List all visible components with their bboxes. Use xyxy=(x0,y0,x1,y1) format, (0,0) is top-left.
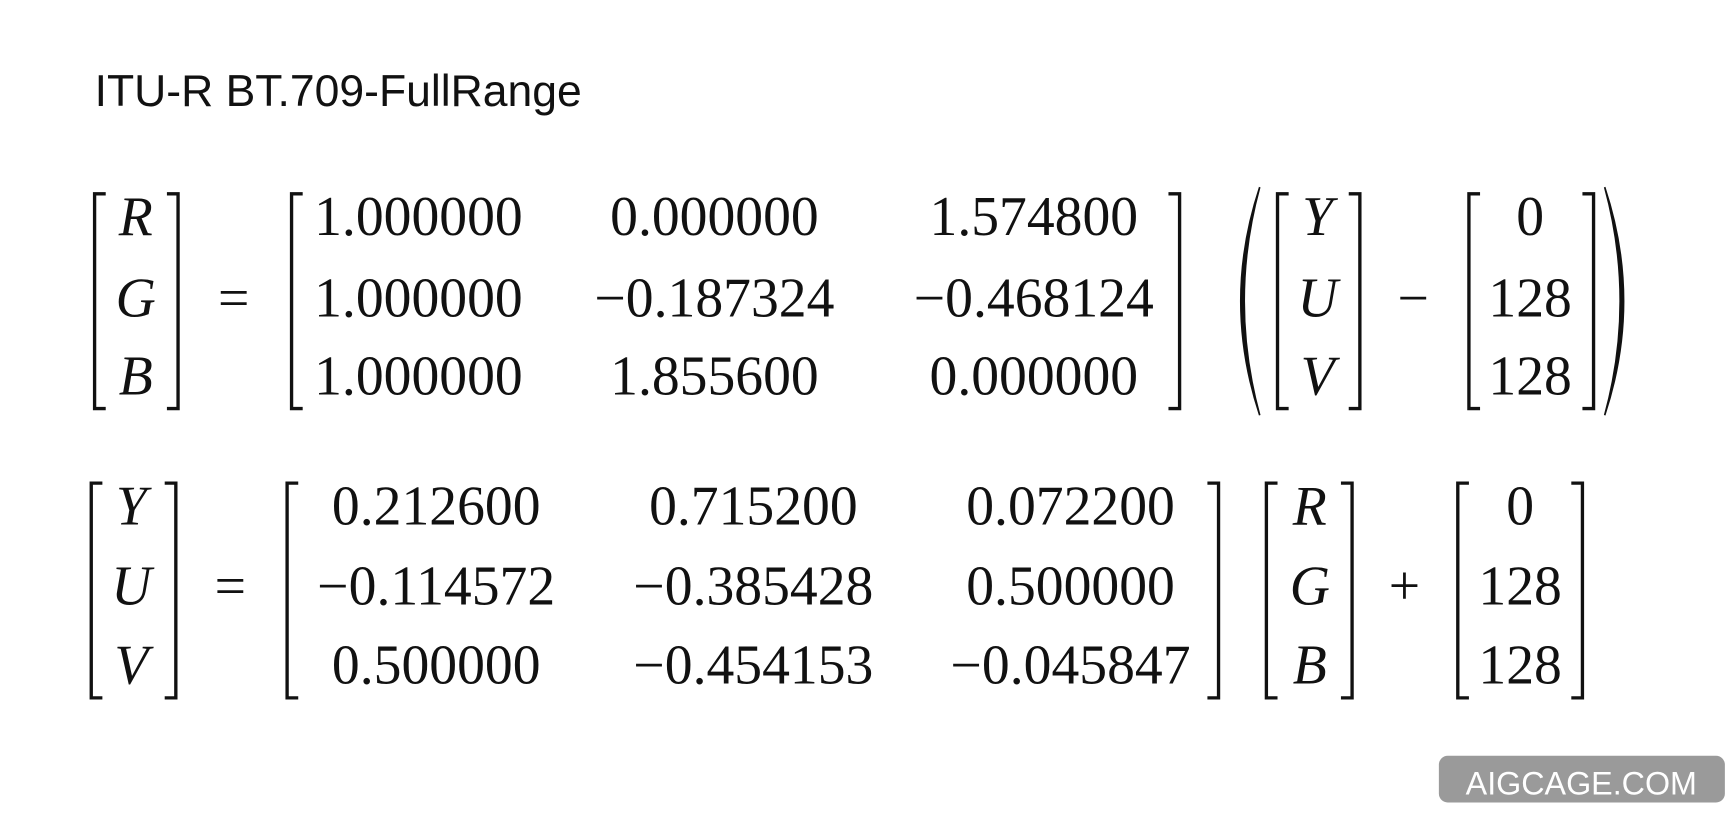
matrix-entry: 1.855600 xyxy=(610,345,819,407)
bracket xyxy=(92,192,106,411)
matrix-entry: −0.114572 xyxy=(317,556,555,618)
bracket xyxy=(1264,481,1278,700)
offset-entry: 128 xyxy=(1478,556,1561,618)
bracket xyxy=(1571,481,1585,700)
variable: U xyxy=(111,556,155,618)
matrix-entry: 0.500000 xyxy=(966,556,1175,618)
relation: = xyxy=(218,267,249,329)
bracket xyxy=(1467,192,1481,411)
watermark: AIGCAGE.COM xyxy=(1466,766,1697,802)
matrix-entry: 0.072200 xyxy=(966,475,1175,537)
variable: G xyxy=(1290,556,1330,618)
variable: Y xyxy=(1302,186,1338,248)
bracket xyxy=(1340,481,1354,700)
bracket xyxy=(1168,192,1182,411)
offset-entry: 0 xyxy=(1506,475,1534,537)
bracket xyxy=(1582,192,1596,411)
bracket xyxy=(1456,481,1469,700)
variable: Y xyxy=(116,475,152,537)
parenthesis xyxy=(1239,186,1261,416)
matrix-entry: 0.000000 xyxy=(930,345,1139,407)
matrix-entry: 1.574800 xyxy=(930,186,1139,248)
bracket xyxy=(1348,192,1362,411)
variable: V xyxy=(114,635,154,697)
variable: G xyxy=(116,267,156,329)
variable: R xyxy=(1292,475,1327,537)
matrix-entry: 1.000000 xyxy=(314,267,523,329)
matrix-entry: 0.500000 xyxy=(332,635,541,697)
bracket xyxy=(166,192,180,411)
variable: R xyxy=(118,186,153,248)
matrix-entry: −0.385428 xyxy=(633,556,873,618)
variable: V xyxy=(1301,345,1341,407)
matrix-entry: −0.187324 xyxy=(594,267,834,329)
parenthesis xyxy=(1603,186,1625,416)
variable: U xyxy=(1297,267,1341,329)
bracket xyxy=(164,481,178,700)
relation: = xyxy=(215,556,246,618)
matrix-entry: 1.000000 xyxy=(314,186,523,248)
matrix-entry: 0.000000 xyxy=(610,186,819,248)
matrix-entry: 0.715200 xyxy=(649,475,858,537)
matrix-entry: −0.454153 xyxy=(633,635,873,697)
bracket xyxy=(289,192,303,411)
bracket xyxy=(285,481,299,700)
operator: − xyxy=(1398,267,1429,329)
offset-entry: 128 xyxy=(1478,635,1561,697)
offset-entry: 0 xyxy=(1516,186,1544,248)
variable: B xyxy=(1293,635,1327,697)
variable: B xyxy=(119,345,153,407)
bracket xyxy=(1275,192,1289,411)
title: ITU-R BT.709-FullRange xyxy=(95,67,582,116)
matrix-entry: 0.212600 xyxy=(332,475,541,537)
offset-entry: 128 xyxy=(1488,345,1571,407)
bracket xyxy=(89,481,103,700)
bracket xyxy=(1207,481,1221,700)
operator: + xyxy=(1389,556,1420,618)
matrix-entry: −0.468124 xyxy=(914,267,1154,329)
watermark-badge xyxy=(1438,755,1725,803)
offset-entry: 128 xyxy=(1488,267,1571,329)
matrix-entry: −0.045847 xyxy=(951,635,1191,697)
matrix-entry: 1.000000 xyxy=(314,345,523,407)
